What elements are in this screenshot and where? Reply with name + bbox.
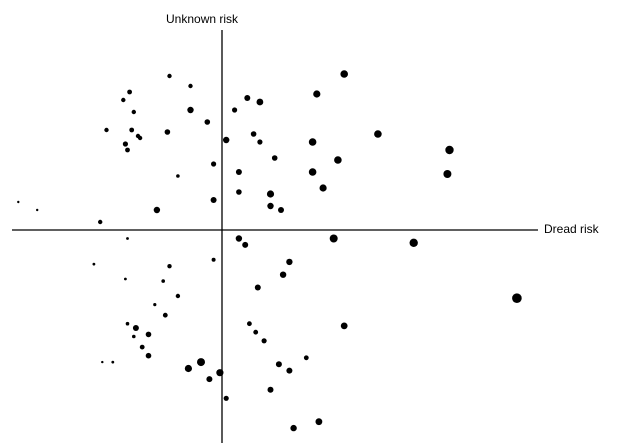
scatter-point-29 — [236, 189, 242, 195]
scatter-point-14 — [188, 83, 193, 89]
scatter-point-54 — [145, 331, 152, 338]
scatter-point-42 — [443, 170, 452, 178]
scatter-point-51 — [125, 321, 130, 326]
scatter-point-11 — [137, 135, 143, 141]
scatter-point-20 — [232, 107, 238, 113]
scatter-point-56 — [145, 352, 152, 359]
scatter-point-64 — [254, 284, 261, 291]
scatter-point-2 — [36, 208, 39, 212]
scatter-point-35 — [340, 70, 349, 78]
scatter-point-59 — [211, 257, 216, 262]
scatter-point-23 — [211, 161, 217, 167]
scatter-point-62 — [286, 258, 293, 266]
scatter-point-70 — [275, 361, 282, 368]
scatter-point-79 — [315, 418, 323, 426]
scatter-point-10 — [122, 141, 128, 147]
scatter-point-44 — [92, 262, 96, 266]
scatter-point-32 — [267, 202, 274, 210]
scatter-point-17 — [153, 206, 161, 214]
scatter-point-22 — [256, 98, 264, 106]
scatter-point-80 — [329, 234, 338, 243]
scatter-point-13 — [167, 73, 172, 79]
scatter-point-27 — [271, 155, 278, 161]
scatter-point-18 — [187, 106, 194, 114]
scatter-point-16 — [176, 174, 180, 178]
scatter-point-73 — [197, 358, 205, 367]
scatter-point-26 — [257, 139, 263, 145]
scatter-point-5 — [121, 97, 126, 103]
scatter-point-47 — [161, 279, 165, 283]
scatter-point-69 — [303, 355, 309, 361]
scatter-point-7 — [131, 109, 136, 115]
scatter-point-1 — [17, 200, 20, 204]
scatter-point-37 — [334, 156, 342, 164]
scatter-point-46 — [167, 264, 172, 269]
scatter-point-55 — [139, 344, 145, 350]
scatter-point-75 — [216, 369, 224, 377]
scatter-point-71 — [286, 367, 293, 374]
scatter-point-40 — [374, 130, 382, 138]
scatter-point-12 — [125, 147, 130, 153]
scatter-point-33 — [278, 207, 284, 213]
scatter-point-25 — [250, 131, 257, 137]
scatter-point-61 — [242, 241, 249, 248]
scatter-point-30 — [210, 197, 217, 203]
scatter-point-53 — [132, 334, 136, 339]
scatter-point-21 — [244, 95, 251, 101]
scatter-point-4 — [104, 127, 109, 133]
scatter-point-65 — [247, 321, 252, 327]
scatter-point-36 — [308, 138, 317, 146]
scatter-point-3 — [98, 219, 103, 225]
scatter-point-76 — [206, 376, 213, 383]
scatter-point-31 — [266, 190, 275, 198]
scatter-point-66 — [253, 329, 259, 335]
scatter-point-77 — [223, 395, 229, 401]
scatter-point-58 — [111, 360, 115, 364]
scatter-point-78 — [290, 424, 297, 432]
scatter-point-63 — [279, 271, 287, 278]
scatter-point-41 — [445, 145, 454, 155]
scatter-point-60 — [235, 235, 243, 242]
scatter-point-45 — [124, 277, 127, 281]
scatter-point-15 — [164, 129, 171, 135]
y-axis-label: Unknown risk — [166, 12, 239, 26]
scatter-point-52 — [132, 325, 139, 331]
scatter-point-50 — [162, 312, 168, 318]
scatter-point-81 — [409, 238, 418, 247]
scatter-point-49 — [153, 303, 157, 307]
x-axis-label: Dread risk — [544, 222, 600, 236]
scatter-point-34 — [313, 90, 321, 98]
scatter-point-38 — [308, 168, 317, 176]
points-layer — [17, 70, 522, 432]
scatter-point-6 — [127, 89, 132, 95]
scatter-point-72 — [267, 386, 274, 393]
scatter-point-19 — [204, 119, 211, 125]
scatter-point-57 — [101, 360, 104, 364]
scatter-point-28 — [235, 169, 242, 175]
scatter-point-74 — [184, 364, 192, 373]
scatter-point-24 — [223, 136, 230, 144]
scatter-point-48 — [175, 293, 181, 299]
scatter-point-8 — [129, 127, 135, 133]
scatter-point-68 — [340, 322, 348, 330]
scatter-point-43 — [126, 237, 129, 240]
scatter-point-67 — [261, 338, 267, 344]
scatter-point-39 — [319, 184, 327, 192]
scatter-point-82 — [512, 293, 522, 304]
